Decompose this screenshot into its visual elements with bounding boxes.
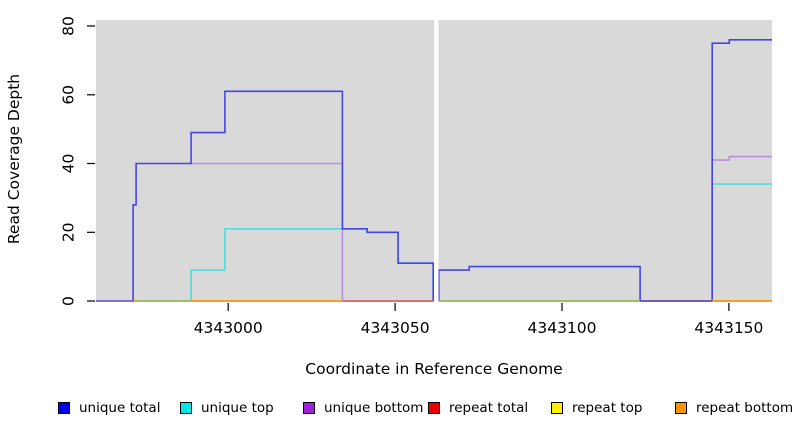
- legend-label: repeat top: [572, 400, 643, 416]
- y-axis-title: Read Coverage Depth: [5, 73, 23, 245]
- legend-swatch: [551, 402, 563, 414]
- legend-item-repeat-total: repeat total: [428, 400, 528, 416]
- legend-swatch: [303, 402, 315, 414]
- legend-label: repeat bottom: [696, 400, 792, 416]
- x-axis-title: Coordinate in Reference Genome: [305, 360, 563, 378]
- gap-band: [434, 18, 439, 302]
- legend-swatch: [428, 402, 440, 414]
- legend-label: repeat total: [449, 400, 529, 416]
- legend-swatch: [180, 402, 192, 414]
- x-tick-label: 4343150: [694, 319, 763, 337]
- y-tick-label: 80: [59, 16, 77, 36]
- legend-label: unique total: [79, 400, 161, 416]
- legend-item-repeat-top: repeat top: [551, 400, 642, 416]
- x-tick-label: 4343100: [527, 319, 596, 337]
- legend-item-unique-total: unique total: [58, 400, 160, 416]
- legend-swatch: [675, 402, 687, 414]
- legend-item-repeat-bottom: repeat bottom: [675, 400, 792, 416]
- y-tick-label: 20: [59, 222, 77, 242]
- legend-swatch: [58, 402, 70, 414]
- x-tick-label: 4343000: [194, 319, 263, 337]
- legend-label: unique bottom: [324, 400, 424, 416]
- y-tick-label: 40: [59, 154, 77, 174]
- series-unique-total: [96, 90, 435, 302]
- legend-label: unique top: [201, 400, 274, 416]
- x-tick-label: 4343050: [361, 319, 430, 337]
- y-tick-label: 0: [59, 296, 77, 306]
- y-tick-label: 60: [59, 85, 77, 105]
- plot-background: [96, 20, 772, 301]
- legend-item-unique-bottom: unique bottom: [303, 400, 423, 416]
- legend-item-unique-top: unique top: [180, 400, 274, 416]
